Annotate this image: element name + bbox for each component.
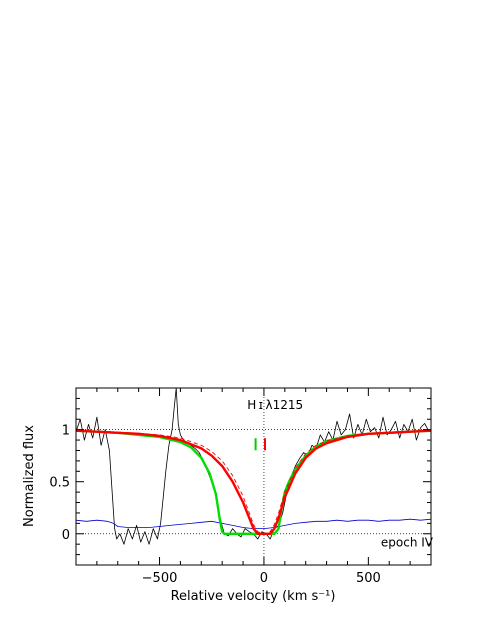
series-line-fit	[75, 429, 432, 535]
y-tick-label: 0	[62, 528, 70, 543]
annotations: H ɪ λ1215 epoch IV	[247, 398, 434, 549]
plot-frame	[75, 387, 432, 566]
annotation-label: epoch IV	[381, 535, 434, 549]
plot-area	[75, 387, 432, 565]
y-tick-label: 1	[62, 424, 70, 439]
x-tick-label: −500	[142, 571, 178, 586]
y-tick-label: 0.5	[49, 476, 70, 491]
y-axis-label: Normalized flux	[22, 425, 37, 527]
x-tick-label: 500	[356, 571, 381, 586]
annotation-label: H ɪ λ1215	[247, 398, 303, 412]
series-line-fit-dashed	[75, 430, 432, 535]
x-axis-label: Relative velocity (km s⁻¹)	[171, 589, 336, 604]
axes: −500 0 500 0 0.5 1	[49, 388, 432, 586]
series-line-fit	[75, 429, 432, 535]
series-line-error	[75, 518, 432, 529]
x-tick-label: 0	[260, 571, 268, 586]
